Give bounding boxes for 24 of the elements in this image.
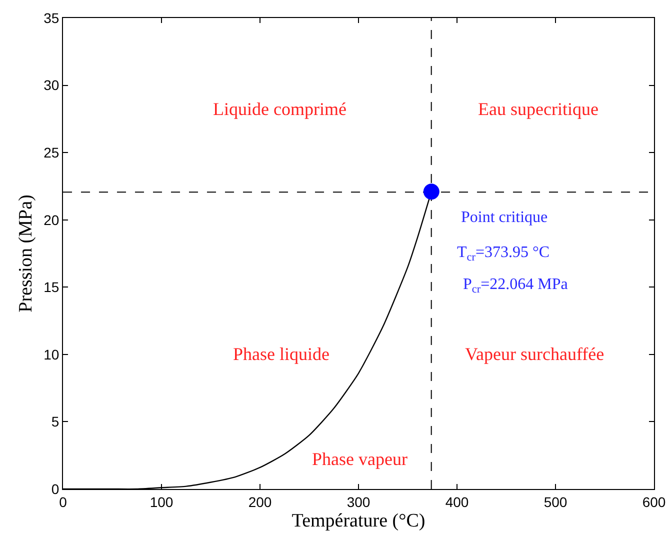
x-tick-label: 100 [150,494,174,510]
annotation: Liquide comprimé [213,99,346,119]
annotation: Vapeur surchauffée [465,344,604,364]
y-tick-label: 15 [44,279,60,296]
annotation: P$_{cr}$=22.064 MPa [463,276,568,296]
y-tick-label: 5 [51,414,60,430]
y-tick-label: 20 [44,212,60,228]
x-tick-label: 400 [445,494,469,510]
annotation: T$_{cr}$=373.95 °C [457,244,550,264]
x-tick-label: 300 [346,494,370,510]
y-tick-label: 0 [51,480,60,497]
x-axis-title: Température (°C) [292,510,426,532]
annotation: Point critique [461,209,548,226]
y-tick-label: 25 [44,144,60,160]
annotation: Phase vapeur [312,449,408,469]
y-tick-label: 30 [44,77,60,94]
x-tick-label: 500 [544,494,568,510]
y-axis-title: Pression (MPa) [15,194,36,312]
y-tick-label: 10 [44,346,60,362]
x-tick-label: 600 [642,494,666,510]
annotation: Phase liquide [233,344,330,364]
y-tick-label: 35 [44,10,60,26]
annotation: Eau supecritique [478,99,598,119]
x-tick-label: 200 [248,494,272,510]
